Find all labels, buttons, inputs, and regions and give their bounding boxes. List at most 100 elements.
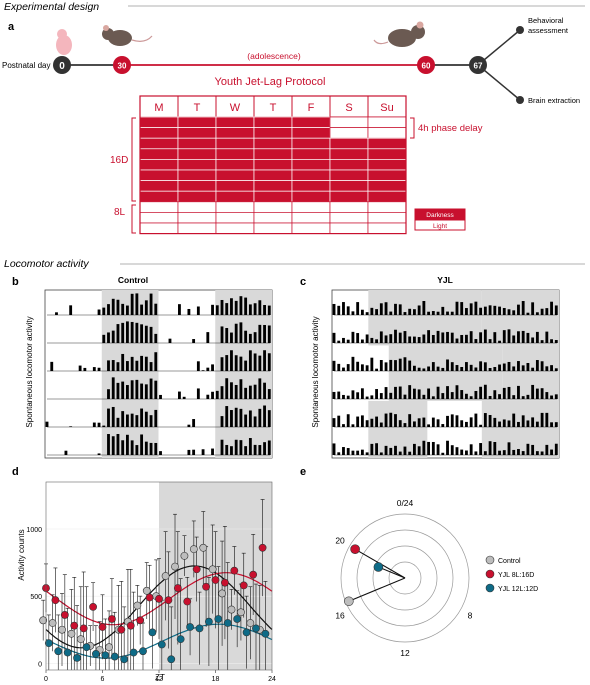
actogram-bar	[474, 339, 478, 343]
actogram-bar	[239, 296, 243, 315]
actogram-bar	[125, 414, 129, 427]
actogram-bar	[258, 300, 262, 315]
actogram-bar	[526, 332, 530, 343]
actogram-bar	[375, 309, 378, 315]
actogram-bar	[258, 408, 262, 427]
actogram-bar	[370, 443, 374, 455]
actogram-bar	[267, 410, 271, 427]
actogram-bar	[436, 444, 440, 455]
actogram-bar	[220, 299, 224, 315]
actogram-bar	[554, 394, 558, 399]
dark-bracket	[131, 117, 136, 202]
actogram-bar	[427, 366, 431, 371]
schedule-cell	[253, 116, 293, 128]
actogram-bar	[253, 384, 257, 399]
polar-tick-label: 8	[468, 611, 473, 621]
polar-tick-label: 16	[335, 611, 345, 621]
actogram-bar	[135, 415, 139, 427]
actogram-dark-phase	[388, 345, 503, 401]
actogram-bar	[258, 355, 262, 371]
actogram-bar	[436, 419, 440, 427]
actogram-bar	[111, 330, 115, 343]
schedule-cell	[329, 180, 369, 192]
actogram-bar	[474, 413, 478, 427]
actogram-bar	[351, 424, 355, 427]
actogram-bar	[512, 449, 516, 455]
actogram-bar	[267, 305, 271, 315]
schedule-day-label: Su	[380, 102, 393, 114]
schedule-cell	[215, 159, 255, 171]
actogram-bar	[332, 332, 336, 343]
data-point	[133, 601, 142, 610]
legend-marker	[485, 569, 495, 579]
actogram-bar	[507, 361, 511, 371]
actogram-bar	[220, 326, 224, 343]
actogram-bar	[394, 445, 397, 455]
actogram-bar	[531, 417, 535, 427]
dark-label: 16D	[110, 155, 128, 166]
actogram-bar	[97, 309, 101, 315]
actogram-bar	[517, 361, 520, 371]
actogram-bar	[517, 385, 520, 399]
actogram-bar	[244, 360, 248, 371]
actogram-bar	[220, 439, 224, 455]
data-point	[82, 643, 91, 652]
actogram-bar	[379, 303, 383, 315]
data-point	[173, 584, 182, 592]
actogram-bar	[412, 309, 416, 315]
schedule-cell	[215, 127, 255, 139]
actogram-bar	[417, 337, 421, 343]
schedule-day-label: S	[345, 102, 352, 114]
actogram-bar	[159, 394, 162, 399]
actogram-bar	[517, 304, 520, 315]
actogram-bar	[498, 364, 501, 371]
actogram-bar	[192, 339, 196, 343]
actogram-bar	[230, 350, 233, 371]
legend-light-box	[414, 219, 466, 231]
actogram-bar	[225, 444, 229, 455]
actogram-bar	[107, 434, 110, 455]
schedule-cell	[139, 180, 179, 192]
phase-polar-plot: 0/24 20 16 12 8	[335, 498, 472, 658]
actogram-bar	[121, 381, 125, 399]
data-point	[79, 624, 88, 633]
actogram-bar	[441, 452, 445, 455]
actogram-bar	[239, 408, 243, 427]
section-title-locomotor: Locomotor activity	[4, 258, 89, 270]
actogram-bar	[460, 366, 464, 371]
actogram-bar	[351, 390, 355, 399]
phase-point	[344, 596, 354, 607]
actogram-bar	[545, 331, 549, 343]
actogram-bar	[135, 293, 139, 315]
data-point	[76, 635, 85, 644]
actogram-bar	[483, 329, 487, 343]
actogram-bar	[111, 406, 115, 427]
actogram-bar	[239, 440, 243, 455]
actogram-bar	[431, 396, 435, 399]
actogram-bar	[230, 298, 233, 315]
data-point	[129, 648, 138, 657]
actogram-bar	[121, 440, 125, 455]
actogram-bar	[356, 392, 360, 399]
actogram-bar	[332, 360, 336, 371]
actogram-bar	[455, 385, 459, 399]
actogram-bar	[215, 305, 219, 315]
actogram-bar	[244, 387, 248, 399]
actogram-bar	[97, 422, 101, 427]
data-point	[157, 640, 166, 649]
actogram-bar	[225, 355, 229, 371]
actogram-bar	[130, 380, 134, 399]
schedule-day-label: F	[308, 102, 315, 114]
schedule-cell	[139, 116, 179, 128]
schedule-cell	[139, 127, 179, 139]
actogram-bar	[92, 422, 96, 427]
actogram-bar	[121, 303, 125, 315]
actogram-bar	[465, 334, 468, 343]
schedule-cell	[367, 201, 407, 213]
actogram-bar	[483, 384, 487, 399]
actogram-bar	[479, 424, 483, 427]
actogram-bar	[121, 322, 125, 343]
data-point	[252, 624, 260, 633]
actogram-bar	[248, 350, 252, 371]
